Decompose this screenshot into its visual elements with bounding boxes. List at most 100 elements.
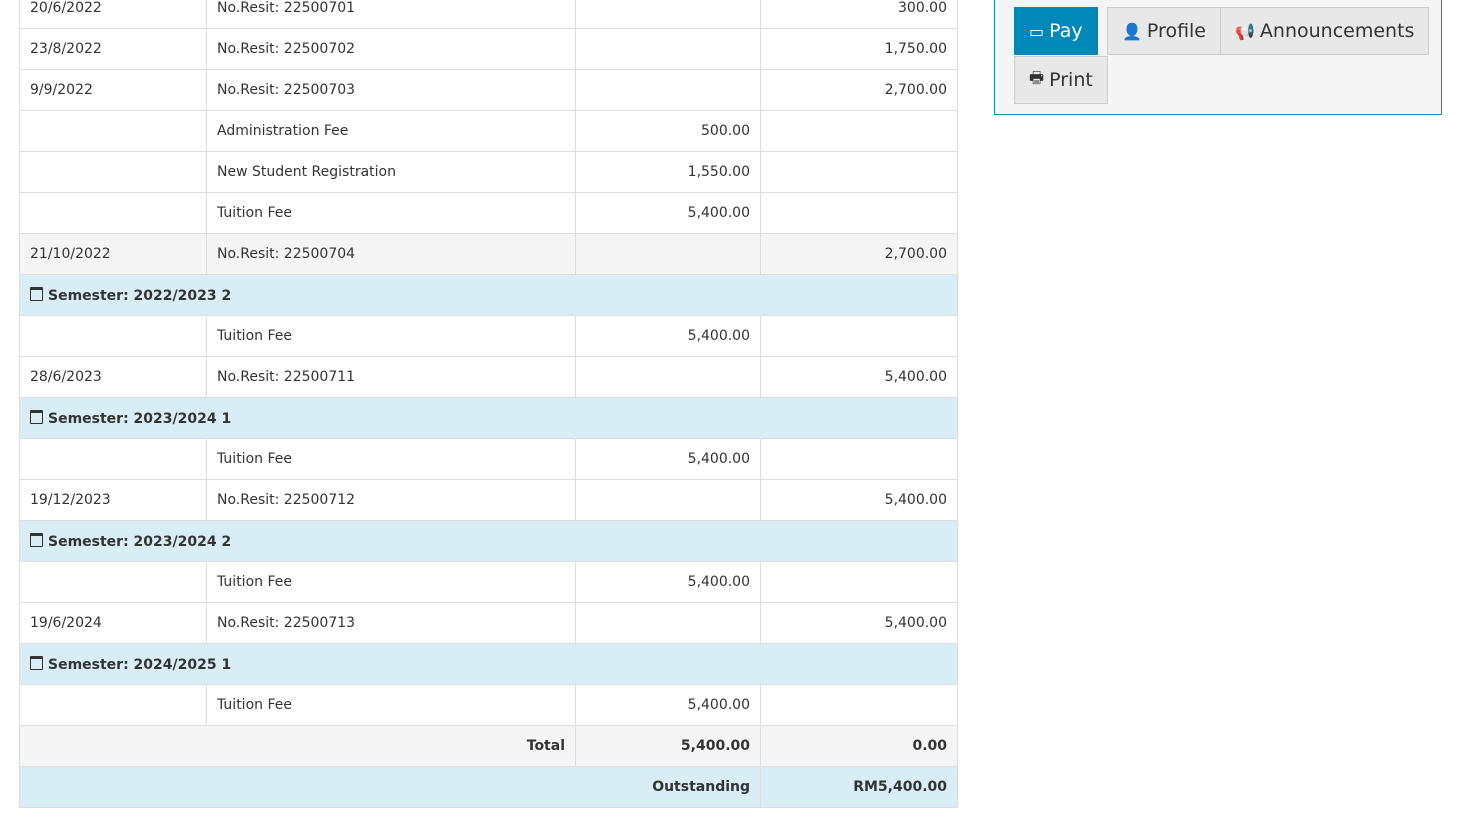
pay-button[interactable]: ▭ Pay (1014, 7, 1098, 55)
cell-credit: 5,400.00 (760, 356, 958, 398)
profile-label: Profile (1146, 20, 1206, 42)
semester-text: Semester: 2023/2024 2 (48, 533, 232, 550)
cell-date: 21/10/2022 (19, 233, 207, 275)
cell-credit: 2,700.00 (760, 69, 958, 111)
cell-desc: Tuition Fee (206, 684, 576, 726)
bullhorn-icon: 📢 (1235, 21, 1255, 41)
pay-label: Pay (1049, 20, 1083, 42)
cell-debit: 5,400.00 (575, 192, 761, 234)
table-row: 19/12/2023 No.Resit: 22500712 5,400.00 (19, 479, 958, 521)
cell-debit (575, 0, 761, 29)
semester-text: Semester: 2024/2025 1 (48, 656, 232, 673)
cell-desc: No.Resit: 22500702 (206, 28, 576, 70)
cell-desc: Tuition Fee (206, 438, 576, 480)
cell-credit: 1,750.00 (760, 28, 958, 70)
credit-card-icon: ▭ (1029, 21, 1045, 41)
cell-debit (575, 479, 761, 521)
cell-desc: No.Resit: 22500711 (206, 356, 576, 398)
print-label: Print (1049, 69, 1093, 91)
cell-desc: No.Resit: 22500703 (206, 69, 576, 111)
cell-date: 9/9/2022 (19, 69, 207, 111)
cell-date: 20/6/2022 (19, 0, 207, 29)
calendar-check-icon (30, 655, 43, 670)
total-row: Total 5,400.00 0.00 (19, 725, 958, 767)
cell-credit (760, 192, 958, 234)
cell-debit: 5,400.00 (575, 684, 761, 726)
table-row: Tuition Fee 5,400.00 (19, 438, 958, 480)
semester-row: Semester: 2023/2024 2 (19, 520, 958, 562)
table-row: 20/6/2022 No.Resit: 22500701 300.00 (19, 0, 958, 29)
statement-table: 20/6/2022 No.Resit: 22500701 300.00 23/8/20… (19, 0, 958, 808)
cell-debit: 5,400.00 (575, 315, 761, 357)
cell-credit (760, 438, 958, 480)
table-row: 28/6/2023 No.Resit: 22500711 5,400.00 (19, 356, 958, 398)
user-icon: 👤 (1122, 21, 1142, 41)
cell-debit (575, 233, 761, 275)
cell-debit: 1,550.00 (575, 151, 761, 193)
total-debit: 5,400.00 (575, 725, 761, 767)
cell-date: 19/6/2024 (19, 602, 207, 644)
table-row: Tuition Fee 5,400.00 (19, 192, 958, 234)
cell-desc: No.Resit: 22500701 (206, 0, 576, 29)
print-icon: 🖶 (1029, 67, 1045, 87)
cell-credit (760, 684, 958, 726)
cell-date (19, 151, 207, 193)
semester-label: Semester: 2023/2024 2 (19, 520, 958, 562)
announcements-label: Announcements (1259, 20, 1415, 42)
announcements-button[interactable]: 📢 Announcements (1220, 7, 1430, 55)
cell-credit (760, 151, 958, 193)
semester-label: Semester: 2024/2025 1 (19, 643, 958, 685)
cell-desc: Tuition Fee (206, 561, 576, 603)
table-row: 9/9/2022 No.Resit: 22500703 2,700.00 (19, 69, 958, 111)
cell-date (19, 438, 207, 480)
total-label: Total (19, 725, 576, 767)
cell-debit (575, 356, 761, 398)
cell-desc: Tuition Fee (206, 192, 576, 234)
cell-credit: 5,400.00 (760, 479, 958, 521)
table-row: Tuition Fee 5,400.00 (19, 315, 958, 357)
cell-debit (575, 602, 761, 644)
semester-text: Semester: 2023/2024 1 (48, 410, 232, 427)
cell-desc: No.Resit: 22500713 (206, 602, 576, 644)
cell-desc: New Student Registration (206, 151, 576, 193)
table-row: New Student Registration 1,550.00 (19, 151, 958, 193)
semester-row: Semester: 2024/2025 1 (19, 643, 958, 685)
actions-panel: ▭ Pay 👤 Profile 📢 Announcements 🖶 Print (994, 0, 1442, 115)
cell-date: 28/6/2023 (19, 356, 207, 398)
semester-row: Semester: 2023/2024 1 (19, 397, 958, 439)
cell-desc: Tuition Fee (206, 315, 576, 357)
cell-date (19, 561, 207, 603)
table-row: Tuition Fee 5,400.00 (19, 561, 958, 603)
cell-credit (760, 110, 958, 152)
calendar-check-icon (30, 409, 43, 424)
cell-credit: 2,700.00 (760, 233, 958, 275)
cell-date: 23/8/2022 (19, 28, 207, 70)
cell-desc: No.Resit: 22500712 (206, 479, 576, 521)
calendar-check-icon (30, 532, 43, 547)
cell-date (19, 192, 207, 234)
outstanding-label: Outstanding (19, 766, 761, 808)
cell-date (19, 110, 207, 152)
cell-debit: 500.00 (575, 110, 761, 152)
cell-credit (760, 315, 958, 357)
cell-credit: 5,400.00 (760, 602, 958, 644)
cell-credit (760, 561, 958, 603)
profile-button[interactable]: 👤 Profile (1107, 7, 1221, 55)
semester-text: Semester: 2022/2023 2 (48, 287, 232, 304)
semester-label: Semester: 2023/2024 1 (19, 397, 958, 439)
table-row: 21/10/2022 No.Resit: 22500704 2,700.00 (19, 233, 958, 275)
cell-debit (575, 28, 761, 70)
table-row: Tuition Fee 5,400.00 (19, 684, 958, 726)
calendar-check-icon (30, 286, 43, 301)
outstanding-amount: RM5,400.00 (760, 766, 958, 808)
total-credit: 0.00 (760, 725, 958, 767)
cell-debit: 5,400.00 (575, 438, 761, 480)
cell-debit (575, 69, 761, 111)
table-row: 23/8/2022 No.Resit: 22500702 1,750.00 (19, 28, 958, 70)
cell-date (19, 684, 207, 726)
cell-desc: No.Resit: 22500704 (206, 233, 576, 275)
cell-debit: 5,400.00 (575, 561, 761, 603)
table-row: Administration Fee 500.00 (19, 110, 958, 152)
print-button[interactable]: 🖶 Print (1014, 56, 1108, 104)
semester-row: Semester: 2022/2023 2 (19, 274, 958, 316)
